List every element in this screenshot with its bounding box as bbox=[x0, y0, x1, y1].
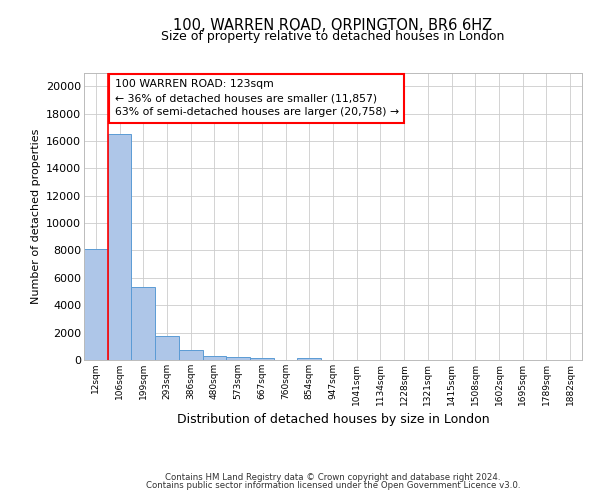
Text: 100, WARREN ROAD, ORPINGTON, BR6 6HZ: 100, WARREN ROAD, ORPINGTON, BR6 6HZ bbox=[173, 18, 493, 32]
Bar bbox=[226, 358, 250, 360]
Bar bbox=[250, 358, 274, 360]
Bar bbox=[108, 134, 131, 360]
Y-axis label: Number of detached properties: Number of detached properties bbox=[31, 128, 41, 304]
Bar bbox=[155, 336, 179, 360]
Text: Contains HM Land Registry data © Crown copyright and database right 2024.: Contains HM Land Registry data © Crown c… bbox=[165, 472, 501, 482]
Text: Contains public sector information licensed under the Open Government Licence v3: Contains public sector information licen… bbox=[146, 482, 520, 490]
Bar bbox=[203, 356, 226, 360]
Bar bbox=[131, 288, 155, 360]
X-axis label: Distribution of detached houses by size in London: Distribution of detached houses by size … bbox=[176, 413, 490, 426]
Bar bbox=[298, 358, 321, 360]
Bar bbox=[179, 350, 203, 360]
Bar bbox=[84, 249, 108, 360]
Text: 100 WARREN ROAD: 123sqm
← 36% of detached houses are smaller (11,857)
63% of sem: 100 WARREN ROAD: 123sqm ← 36% of detache… bbox=[115, 80, 399, 118]
Text: Size of property relative to detached houses in London: Size of property relative to detached ho… bbox=[161, 30, 505, 43]
